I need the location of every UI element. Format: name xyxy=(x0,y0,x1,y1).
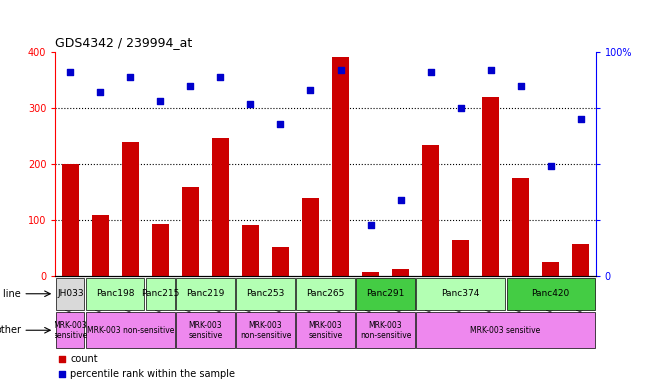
Bar xyxy=(152,224,169,276)
Bar xyxy=(236,278,295,310)
Text: Panc253: Panc253 xyxy=(246,289,284,298)
Point xyxy=(425,69,436,75)
Point xyxy=(186,83,196,89)
Text: Panc420: Panc420 xyxy=(531,289,570,298)
Text: JH033: JH033 xyxy=(57,289,84,298)
Point xyxy=(125,73,135,79)
Bar xyxy=(417,312,595,348)
Text: MRK-003
sensitive: MRK-003 sensitive xyxy=(53,321,87,340)
Point xyxy=(395,197,406,203)
Text: MRK-003
sensitive: MRK-003 sensitive xyxy=(309,321,342,340)
Text: Panc219: Panc219 xyxy=(186,289,225,298)
Text: percentile rank within the sample: percentile rank within the sample xyxy=(70,369,236,379)
Point xyxy=(365,222,376,228)
Text: other: other xyxy=(0,325,21,335)
Text: GDS4342 / 239994_at: GDS4342 / 239994_at xyxy=(55,36,193,49)
Bar xyxy=(236,312,295,348)
Bar xyxy=(296,278,355,310)
Bar xyxy=(393,269,409,276)
Bar xyxy=(92,215,109,276)
Bar xyxy=(362,272,379,276)
Point xyxy=(245,101,256,107)
Point xyxy=(575,116,586,122)
Text: MRK-003 non-sensitive: MRK-003 non-sensitive xyxy=(87,326,174,335)
Point xyxy=(275,121,286,127)
Point xyxy=(456,105,466,111)
Text: Panc215: Panc215 xyxy=(141,289,180,298)
Point xyxy=(57,371,67,377)
Bar xyxy=(482,97,499,276)
Text: Panc374: Panc374 xyxy=(441,289,480,298)
Bar xyxy=(512,178,529,276)
Point xyxy=(335,67,346,73)
Bar xyxy=(176,278,234,310)
Point xyxy=(486,67,496,73)
Text: Panc291: Panc291 xyxy=(367,289,405,298)
Bar xyxy=(86,278,145,310)
Bar xyxy=(122,142,139,276)
Bar xyxy=(176,312,234,348)
Bar xyxy=(242,225,258,276)
Text: count: count xyxy=(70,354,98,364)
Bar xyxy=(62,164,79,276)
Point xyxy=(546,163,556,169)
Point xyxy=(516,83,526,89)
Text: cell line: cell line xyxy=(0,289,21,299)
Bar xyxy=(452,240,469,276)
Point xyxy=(95,89,105,95)
Bar xyxy=(356,312,415,348)
Bar xyxy=(56,312,85,348)
Point xyxy=(65,69,76,75)
Text: MRK-003 sensitive: MRK-003 sensitive xyxy=(471,326,541,335)
Bar xyxy=(296,312,355,348)
Bar xyxy=(56,278,85,310)
Bar xyxy=(302,198,319,276)
Bar xyxy=(146,278,174,310)
Bar xyxy=(417,278,505,310)
Point xyxy=(57,356,67,362)
Bar xyxy=(272,247,289,276)
Bar xyxy=(506,278,595,310)
Bar xyxy=(422,144,439,276)
Bar xyxy=(572,244,589,276)
Text: Panc265: Panc265 xyxy=(307,289,344,298)
Bar xyxy=(212,138,229,276)
Bar xyxy=(542,262,559,276)
Bar xyxy=(356,278,415,310)
Text: MRK-003
sensitive: MRK-003 sensitive xyxy=(188,321,223,340)
Text: MRK-003
non-sensitive: MRK-003 non-sensitive xyxy=(360,321,411,340)
Text: MRK-003
non-sensitive: MRK-003 non-sensitive xyxy=(240,321,291,340)
Bar xyxy=(86,312,174,348)
Text: Panc198: Panc198 xyxy=(96,289,135,298)
Point xyxy=(215,73,226,79)
Bar xyxy=(332,58,349,276)
Point xyxy=(155,98,165,104)
Point xyxy=(305,87,316,93)
Bar xyxy=(182,187,199,276)
